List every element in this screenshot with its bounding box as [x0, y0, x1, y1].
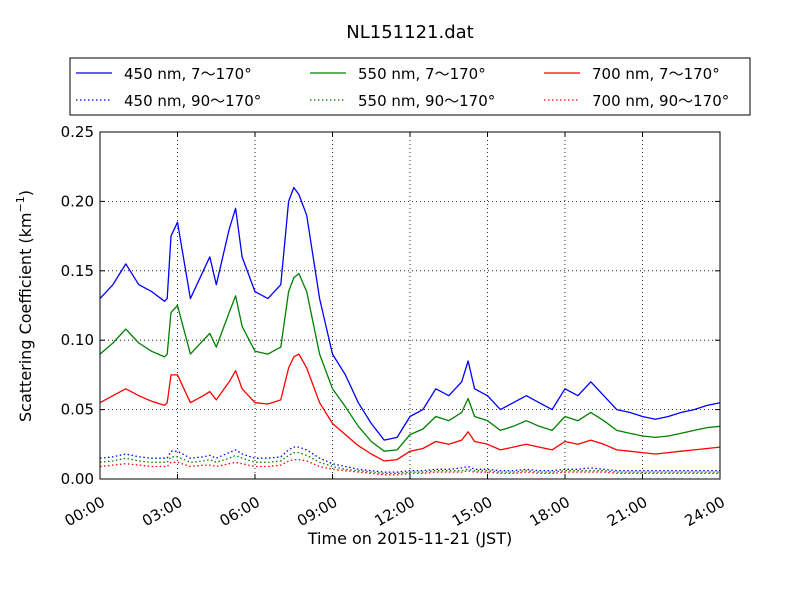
legend-entry: 450 nm, 90～170° [124, 92, 261, 110]
x-tick-label: 15:00 [449, 493, 495, 530]
x-axis-label: Time on 2015-11-21 (JST) [307, 529, 512, 548]
legend: 450 nm, 7～170° 550 nm, 7～170° 700 nm, 7～17… [69, 57, 751, 116]
y-tick-label: 0.20 [61, 192, 94, 210]
series-line-550-nm-dotted [99, 451, 720, 475]
x-tick-label: 12:00 [372, 493, 418, 530]
series-layer [99, 186, 721, 476]
y-axis-label-main: Scattering Coefficient (km [16, 212, 35, 422]
x-tick-label: 06:00 [217, 493, 263, 530]
y-tick-label: 0.00 [61, 470, 94, 488]
legend-box [69, 57, 751, 116]
y-tick-label: 0.25 [61, 123, 94, 141]
series-line-700-nm-solid [99, 353, 721, 462]
y-axis-label: Scattering Coefficient (km−1) [14, 190, 35, 422]
y-tick-label: 0.15 [61, 262, 94, 280]
legend-entry: 550 nm, 90～170° [358, 92, 495, 110]
legend-entry: 450 nm, 7～170° [124, 65, 252, 83]
x-tick-label: 00:00 [62, 493, 108, 530]
x-tick-label: 21:00 [604, 493, 650, 530]
x-tick-label: 09:00 [294, 493, 340, 530]
x-tick-label: 18:00 [527, 493, 573, 530]
y-tick-label: 0.05 [61, 401, 94, 419]
series-line-450-nm-dotted [99, 446, 720, 473]
series-line-450-nm-solid [99, 186, 721, 441]
series-line-550-nm-solid [99, 272, 721, 452]
axis-ticks: 00:00 03:00 06:00 09:00 12:00 15:00 18:00 21:00… [61, 123, 728, 530]
x-tick-label: 24:00 [682, 493, 728, 530]
grid [100, 132, 720, 479]
legend-entry: 700 nm, 7～170° [592, 65, 720, 83]
chart-title: NL151121.dat [346, 22, 473, 43]
series-line-700-nm-dotted [99, 458, 720, 476]
y-axis-label-sup: −1 [14, 196, 27, 212]
y-tick-label: 0.10 [61, 331, 94, 349]
y-axis-label-end: ) [16, 190, 35, 196]
legend-entry: 550 nm, 7～170° [358, 65, 486, 83]
legend-entry: 700 nm, 90～170° [592, 92, 729, 110]
x-tick-label: 03:00 [139, 493, 185, 530]
